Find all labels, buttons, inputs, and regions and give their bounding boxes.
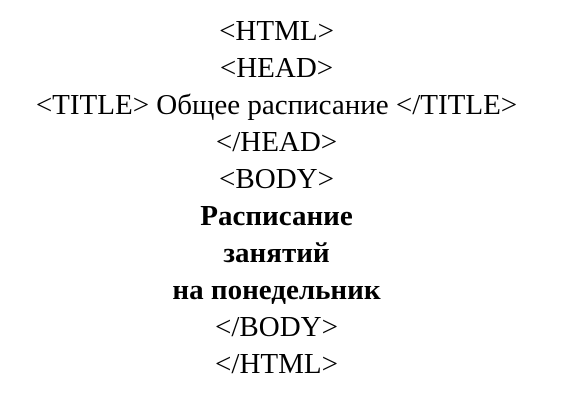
html-code-listing: <HTML> <HEAD> <TITLE> Общее расписание <… xyxy=(0,13,553,383)
head-open-tag: <HEAD> xyxy=(219,52,334,84)
head-close-tag: </HEAD> xyxy=(215,126,338,158)
body-text-line-1: Расписание xyxy=(200,200,353,232)
title-element: <TITLE> Общее расписание </TITLE> xyxy=(35,89,518,121)
body-text-line-2: занятий xyxy=(223,237,330,269)
html-open-tag: <HTML> xyxy=(219,15,334,47)
body-open-tag: <BODY> xyxy=(219,163,334,195)
body-close-tag: </BODY> xyxy=(215,311,338,343)
body-text-line-3: на понедельник xyxy=(172,274,381,306)
html-close-tag: </HTML> xyxy=(215,348,338,380)
